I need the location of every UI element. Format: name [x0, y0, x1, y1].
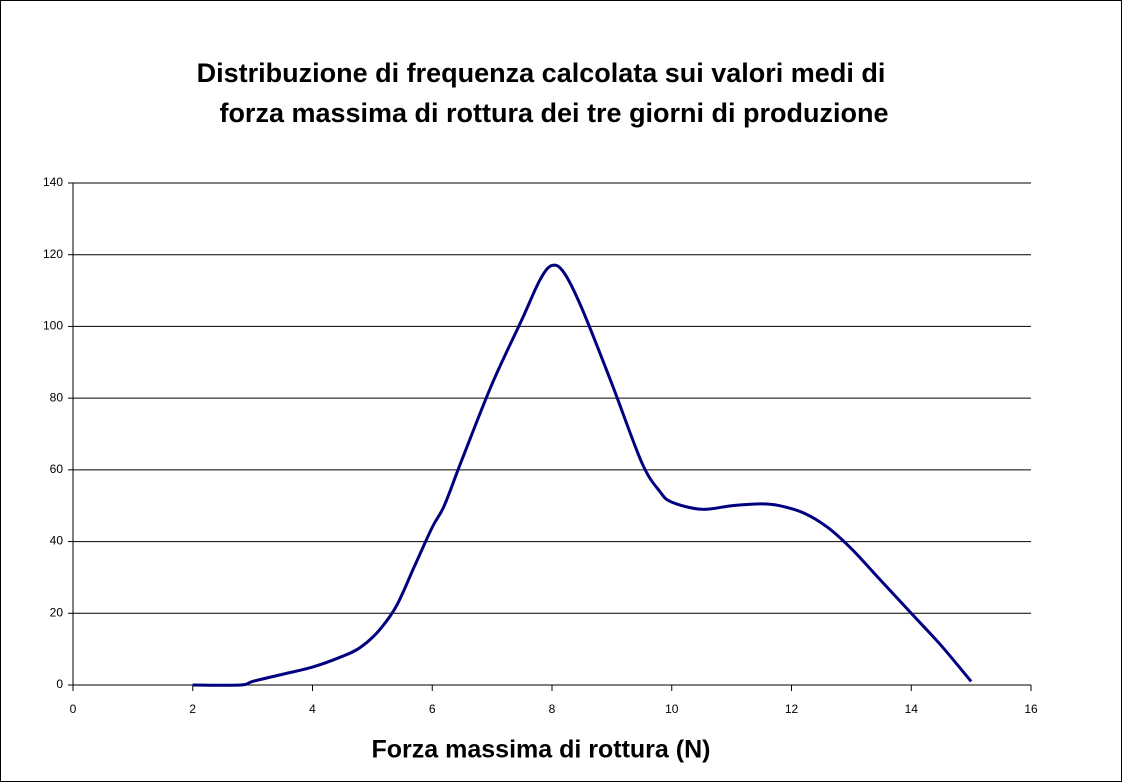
- x-tick-label: 8: [549, 702, 556, 716]
- x-tick-label: 14: [905, 702, 919, 716]
- y-tick-label: 120: [43, 247, 63, 261]
- y-tick-label: 140: [43, 175, 63, 189]
- chart-title: forza massima di rottura dei tre giorni …: [219, 98, 888, 128]
- y-tick-label: 0: [56, 677, 63, 691]
- x-tick-label: 2: [189, 702, 196, 716]
- chart-title: Distribuzione di frequenza calcolata sui…: [197, 58, 886, 88]
- x-tick-label: 16: [1024, 702, 1038, 716]
- x-tick-label: 6: [429, 702, 436, 716]
- x-axis-label: Forza massima di rottura (N): [372, 736, 711, 764]
- x-tick-label: 10: [665, 702, 679, 716]
- y-tick-label: 20: [50, 605, 64, 619]
- data-line: [192, 263, 973, 687]
- x-tick-label: 4: [309, 702, 316, 716]
- x-tick-label: 0: [70, 702, 77, 716]
- y-tick-label: 60: [50, 462, 64, 476]
- y-tick-label: 100: [43, 319, 63, 333]
- x-tick-label: 12: [785, 702, 799, 716]
- y-tick-label: 80: [50, 390, 64, 404]
- y-tick-label: 40: [50, 534, 64, 548]
